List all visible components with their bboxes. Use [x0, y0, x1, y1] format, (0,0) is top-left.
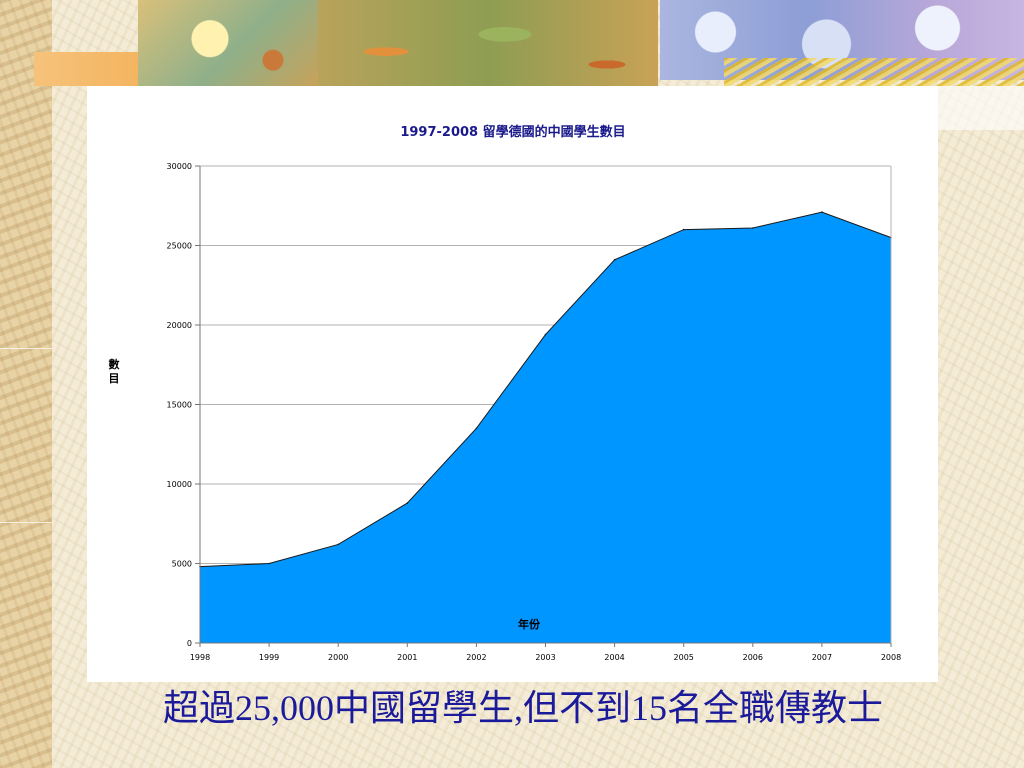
x-tick-label: 2000	[328, 653, 348, 662]
y-tick-label: 30000	[167, 162, 192, 171]
banner-tile-leaf	[138, 0, 318, 86]
x-tick-label: 2002	[466, 653, 486, 662]
series-area	[199, 211, 892, 644]
data-point	[406, 502, 409, 504]
y-tick-label: 25000	[167, 242, 192, 251]
y-axis-label-char: 目	[109, 372, 120, 385]
data-point	[544, 333, 547, 336]
y-tick-label: 10000	[167, 480, 192, 489]
data-point	[613, 259, 616, 261]
data-point	[682, 228, 685, 231]
banner-fade	[938, 86, 1024, 130]
y-tick-label: 0	[187, 639, 192, 648]
y-tick-label: 15000	[167, 401, 192, 410]
banner-tile-orange	[34, 52, 144, 86]
decorative-banner	[34, 0, 1024, 86]
data-point	[268, 562, 270, 565]
left-parchment-strip	[0, 0, 52, 768]
x-axis-label: 年份	[518, 617, 541, 631]
y-tick-label: 20000	[167, 321, 192, 330]
area-chart: 1997-2008 留學德國的中國學生數目 0 5000 10000 15000 200…	[109, 124, 902, 662]
x-tick-label: 2004	[604, 653, 624, 662]
x-tick-label: 1999	[259, 653, 279, 662]
x-tick-label: 2007	[812, 653, 832, 662]
data-point	[821, 211, 823, 213]
strip-seam	[0, 348, 52, 349]
y-tick-label: 5000	[172, 560, 192, 569]
banner-tile-grass	[724, 58, 1024, 86]
banner-tile-autumn	[318, 0, 658, 86]
y-axis-label: 數目	[109, 357, 120, 385]
chart-panel: 1997-2008 留學德國的中國學生數目 0 5000 10000 15000 200…	[87, 86, 938, 682]
strip-seam	[0, 522, 52, 523]
area-fill	[200, 212, 891, 644]
data-point	[752, 227, 754, 229]
y-tick-labels: 0 5000 10000 15000 20000 25000 30000	[167, 162, 192, 648]
data-point	[337, 543, 339, 546]
x-tick-label: 2003	[535, 653, 555, 662]
x-tick-label: 2001	[397, 653, 417, 662]
y-axis-label-char: 數	[109, 357, 120, 371]
x-tick-label: 1998	[190, 653, 210, 662]
x-tick-labels: 1998 1999 2000 2001 2002 2003 2004 2005 2006 2007…	[190, 643, 901, 662]
x-tick-label: 2005	[674, 653, 694, 662]
slide-caption: 超過25,000中國留學生,但不到15名全職傳教士	[163, 688, 884, 728]
chart-title: 1997-2008 留學德國的中國學生數目	[400, 124, 625, 140]
x-tick-label: 2008	[881, 653, 901, 662]
data-point	[475, 427, 478, 430]
x-tick-label: 2006	[743, 653, 763, 662]
